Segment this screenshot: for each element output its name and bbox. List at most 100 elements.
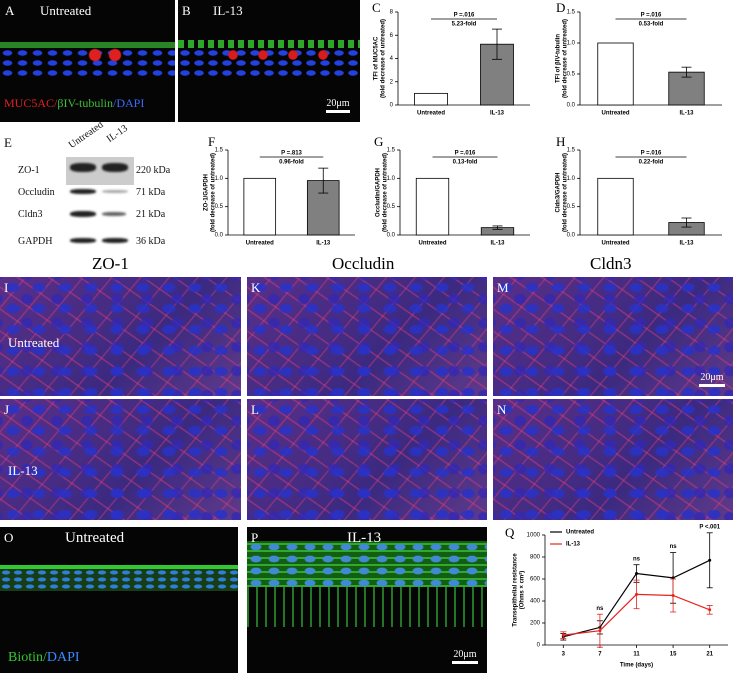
y-tick-label: 0.5 — [387, 204, 396, 210]
point — [671, 594, 675, 597]
x-tick-label: 15 — [670, 652, 677, 658]
panel-letter: F — [208, 134, 215, 149]
y-tick-label: 0.0 — [387, 233, 396, 239]
p-value: P =.813 — [281, 151, 302, 157]
stain: DAPI — [46, 650, 80, 665]
y-tick-label: 1.0 — [387, 176, 396, 182]
series-line — [563, 593, 710, 636]
panel-letter: D — [556, 0, 565, 15]
y-axis-label: TFI of βIV-tubulin — [556, 34, 562, 83]
image-n: N — [493, 399, 733, 520]
p-value: P =.016 — [454, 13, 475, 19]
y-tick-label: 0.5 — [567, 204, 576, 210]
y-tick-label: 4 — [390, 56, 394, 62]
panel-letter: J — [4, 402, 10, 417]
x-tick-label: 7 — [598, 652, 602, 658]
point — [561, 635, 565, 639]
image-i: I Untreated — [0, 277, 241, 396]
fold-change: 0.53-fold — [639, 22, 664, 28]
x-tick-label: IL-13 — [490, 111, 505, 117]
annotation: P <.001 — [699, 524, 720, 530]
stain: βIV-tubulin — [57, 96, 114, 110]
x-axis-label: Time (days) — [620, 663, 653, 669]
point — [561, 633, 565, 637]
stain: /DAPI — [113, 96, 145, 110]
protein-label: GAPDH — [18, 236, 53, 247]
p-value: P =.016 — [641, 151, 662, 157]
y-tick-label: 0 — [537, 643, 541, 649]
point — [635, 592, 638, 596]
point — [708, 558, 712, 562]
y-tick-label: 8 — [390, 10, 394, 16]
panel-letter: G — [374, 134, 383, 149]
y-tick-label: 400 — [530, 599, 541, 605]
annotation: ns — [596, 606, 604, 612]
x-tick-label: Untreated — [601, 241, 629, 247]
legend-label: IL-13 — [566, 542, 581, 548]
x-tick-label: Untreated — [601, 111, 629, 117]
y-axis-label: ZO-1/GAPDH — [204, 174, 210, 211]
y-axis-label: Transepithelial resistance — [513, 553, 519, 627]
panel-letter: N — [497, 402, 507, 417]
size-label: 71 kDa — [136, 187, 166, 198]
caption: IL-13 — [213, 3, 243, 18]
y-tick-label: 1.5 — [387, 148, 396, 154]
bar — [480, 227, 515, 236]
stain-legend: Biotin/DAPI — [8, 650, 80, 666]
annotation: ns — [670, 544, 678, 550]
panel-letter: E — [4, 135, 12, 150]
point — [598, 629, 602, 633]
bar — [597, 177, 634, 236]
stain: Biotin/ — [8, 650, 47, 665]
y-tick-label: 0.0 — [567, 233, 576, 239]
scale-bar: 20μm — [699, 372, 725, 387]
image-b: B IL-13 20μm — [178, 0, 360, 122]
bar — [597, 42, 634, 106]
point — [708, 608, 712, 612]
y-tick-label: 1000 — [527, 533, 541, 539]
caption: Untreated — [40, 3, 92, 18]
column-header: ZO-1 — [92, 254, 129, 273]
image-j: J IL-13 — [0, 399, 241, 520]
bar — [668, 222, 705, 236]
x-tick-label: IL-13 — [679, 111, 694, 117]
fold-change: 5.23-fold — [452, 22, 477, 28]
y-axis-label: TFI of MUC5AC — [374, 36, 380, 80]
y-tick-label: 0.5 — [567, 72, 576, 78]
fold-change: 0.13-fold — [453, 160, 478, 166]
y-tick-label: 1.5 — [567, 148, 576, 154]
x-tick-label: Untreated — [418, 241, 446, 247]
panel-letter: Q — [505, 525, 515, 540]
lane-label: Untreated — [66, 119, 106, 152]
scale-bar: 20μm — [326, 98, 350, 113]
y-tick-label: 1.0 — [567, 176, 576, 182]
y-tick-label: 0.5 — [215, 204, 224, 210]
y-tick-label: 600 — [530, 577, 541, 583]
y-tick-label: 6 — [390, 33, 394, 39]
y-tick-label: 200 — [530, 621, 541, 627]
p-value: P =.016 — [455, 151, 476, 157]
image-l: L — [247, 399, 487, 520]
panel-letter: K — [251, 280, 261, 295]
fold-change: 0.96-fold — [279, 160, 304, 166]
western-blot: E Untreated IL-13 ZO-1 Occludin Cldn3 GA… — [0, 119, 200, 255]
size-label: 21 kDa — [136, 209, 166, 220]
size-label: 220 kDa — [136, 165, 171, 176]
y-tick-label: 1.0 — [215, 176, 224, 182]
column-header: Cldn3 — [590, 254, 632, 273]
stain-legend: MUC5AC/βIV-tubulin/DAPI — [4, 96, 144, 111]
caption: Untreated — [8, 335, 60, 350]
y-tick-label: 0 — [390, 103, 394, 109]
panel-letter: C — [372, 0, 381, 15]
x-tick-label: 11 — [633, 652, 640, 658]
protein-label: Cldn3 — [18, 209, 43, 220]
image-m: M 20μm — [493, 277, 733, 396]
y-tick-label: 2 — [390, 79, 394, 85]
panel-letter: B — [182, 3, 191, 18]
y-axis-label: (fold decrease of untreated) — [563, 153, 569, 232]
bar — [414, 92, 448, 106]
panel-letter: L — [251, 402, 259, 417]
point — [635, 572, 638, 575]
series-line — [563, 559, 710, 638]
